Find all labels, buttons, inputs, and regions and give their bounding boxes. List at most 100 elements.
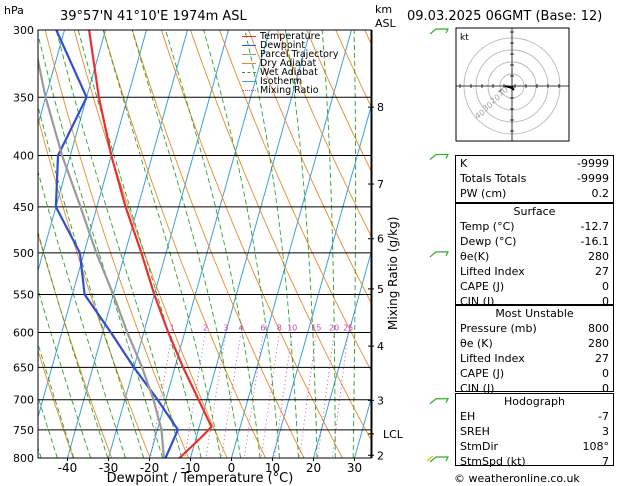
mixing-ratio-tick-label: 6: [261, 324, 266, 333]
table-row-value: 0: [602, 367, 609, 380]
table-row-value: 27: [595, 352, 609, 365]
height-tick-label: 6: [377, 233, 384, 246]
table-row-value: -7: [598, 410, 609, 423]
footer-credit: © weatheronline.co.uk: [454, 472, 580, 485]
legend-label: Wet Adiabat: [260, 67, 318, 78]
table-row-value: 800: [588, 322, 609, 335]
table-row: θe(K) 280: [456, 249, 613, 264]
mixing-ratio-tick-label: 25: [343, 324, 353, 333]
mixing-ratio-tick-label: 20: [329, 324, 339, 333]
mixing-ratio-tick-label: 10: [287, 324, 297, 333]
table-row-label: CIN (J): [460, 295, 495, 308]
mixing-ratio-tick-label: 1: [170, 324, 175, 333]
wind-barbs: [426, 28, 449, 463]
table-row: θe (K) 280: [456, 336, 613, 351]
table-row-value: 0: [602, 280, 609, 293]
mixing-ratio-line: [260, 332, 280, 458]
table-row: Lifted Index 27: [456, 264, 613, 279]
table-row-label: Pressure (mb): [460, 322, 537, 335]
table-row: Lifted Index 27: [456, 351, 613, 366]
hodograph-frame: [455, 27, 570, 142]
height-axis: 8 7 6 5 4 3 2 LCL: [368, 30, 404, 462]
table-row-label: Dewp (°C): [460, 235, 517, 248]
temperature-tick-label: -30: [99, 461, 119, 475]
pressure-tick-label: 650: [13, 361, 34, 374]
temperature-axis: -40 -30 -20 -10 0 10 20 30: [58, 458, 362, 475]
table-row-value: -12.7: [580, 220, 609, 233]
table-row-label: θe(K): [460, 250, 490, 263]
isotherm-line: [38, 30, 106, 273]
mixing-ratio-axis-label: Mixing Ratio (g/kg): [386, 217, 400, 330]
temperature-tick-label: 0: [228, 461, 236, 475]
temperature-tick-label: -20: [140, 461, 160, 475]
table-row: SREH 3: [456, 424, 613, 439]
legend-item: Dry Adiabat: [242, 59, 338, 68]
table-row-value: 280: [588, 250, 609, 263]
table-row-value: 0: [602, 295, 609, 308]
table-row: CAPE (J) 0: [456, 366, 613, 381]
pressure-tick-label: 400: [13, 150, 34, 163]
table-row-label: CAPE (J): [460, 280, 505, 293]
height-tick-label: 4: [377, 340, 384, 353]
table-row: CAPE (J) 0: [456, 279, 613, 294]
table-row-value: 108°: [582, 440, 610, 453]
location-title: 39°57'N 41°10'E 1974m ASL: [60, 9, 248, 24]
dry-adiabat-line: [277, 30, 371, 237]
height-tick-label: 8: [377, 101, 384, 114]
pressure-tick-label: 350: [13, 91, 34, 104]
wet-adiabat-line: [131, 30, 242, 458]
legend-label: Dewpoint: [260, 40, 306, 51]
table-row-label: StmSpd (kt): [460, 455, 526, 468]
table-row: Dewp (°C) -16.1: [456, 234, 613, 249]
height-tick-label: 2: [377, 449, 384, 462]
legend-item: Temperature: [242, 32, 338, 41]
wind-barb-surface: [426, 455, 434, 462]
indices-table: K -9999 Totals Totals -9999 PW (cm) 0.2: [455, 155, 614, 203]
temperature-tick-label: -40: [58, 461, 78, 475]
wet-adiabat-line: [165, 30, 261, 458]
hodograph-trace: [504, 85, 515, 91]
pressure-tick-label: 300: [13, 24, 34, 37]
surface-table: Surface Temp (°C) -12.7 Dewp (°C) -16.1 θe(K)…: [455, 203, 614, 308]
mixing-ratio-labels: 1 2 3 4 6 8 10 15 20 25: [170, 324, 354, 333]
plot-frame: [37, 29, 372, 459]
pressure-axis: 300 350 400 450 500 550 600 650 700 750 800: [13, 24, 34, 465]
table-section-title: Hodograph: [504, 395, 565, 408]
height-tick-label: 7: [377, 178, 384, 191]
legend-swatch: [242, 90, 256, 91]
legend-label: Mixing Ratio: [260, 85, 319, 96]
table-row-value: 27: [595, 265, 609, 278]
legend-label: Isotherm: [260, 76, 303, 87]
wet-adiabat-line: [38, 394, 58, 458]
table-row-label: PW (cm): [460, 187, 507, 200]
table-row-label: θe (K): [460, 337, 493, 350]
table-row-label: SREH: [460, 425, 490, 438]
x-axis-label: Dewpoint / Temperature (°C): [107, 471, 294, 486]
wind-barb: [429, 153, 449, 160]
dry-adiabat-line: [306, 30, 371, 172]
pressure-unit-label: hPa: [4, 4, 24, 17]
table-row-label: CAPE (J): [460, 367, 505, 380]
legend-item: Wet Adiabat: [242, 68, 338, 77]
table-row: K -9999: [456, 156, 613, 171]
legend-swatch: [242, 72, 256, 73]
table-row-label: StmDir: [460, 440, 499, 453]
wind-barb: [429, 398, 449, 405]
table-row-value: 0: [602, 382, 609, 395]
table-row-value: 3: [602, 425, 609, 438]
table-row-value: -16.1: [580, 235, 609, 248]
table-row-label: Totals Totals: [460, 172, 527, 185]
wind-barb: [429, 28, 449, 35]
table-row: Totals Totals -9999: [456, 171, 613, 186]
table-row: EH -7: [456, 409, 613, 424]
temperature-tick-label: 10: [265, 461, 280, 475]
pressure-tick-label: 800: [13, 452, 34, 465]
table-row-value: -9999: [577, 157, 609, 170]
legend-swatch: [242, 63, 256, 64]
table-row: StmDir 108°: [456, 439, 613, 454]
table-row-label: K: [460, 157, 468, 170]
profile-lines: [38, 30, 213, 458]
legend-label: Temperature: [260, 31, 321, 42]
mixing-ratio-line: [243, 332, 264, 458]
